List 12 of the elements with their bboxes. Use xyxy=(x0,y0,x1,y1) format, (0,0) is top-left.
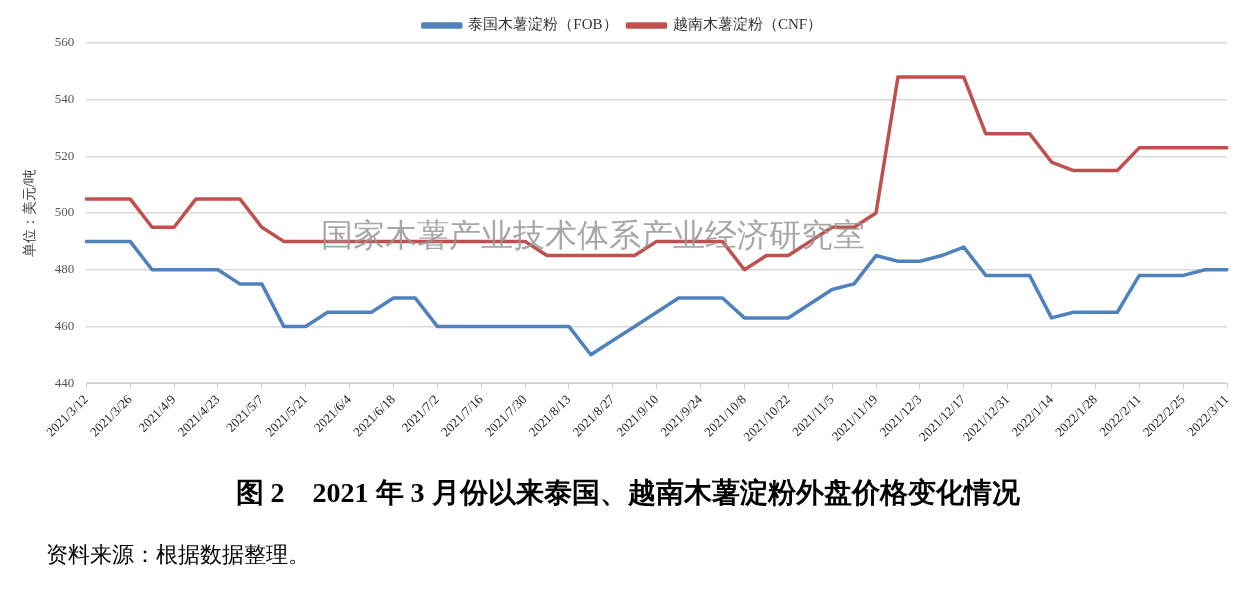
y-tick-label: 560 xyxy=(54,34,75,50)
legend-label: 泰国木薯淀粉（FOB） xyxy=(468,16,618,33)
y-tick-label: 500 xyxy=(54,204,75,220)
text: 资料来源：根据数据整理。 xyxy=(46,541,311,569)
legend-label: 越南木薯淀粉（CNF） xyxy=(673,16,823,33)
y-tick-label: 460 xyxy=(54,317,75,333)
y-tick-label: 440 xyxy=(54,374,75,390)
y-axis-title: 单位：美元/吨 xyxy=(22,169,38,257)
y-tick-label: 540 xyxy=(54,91,75,107)
y-tick-label: 480 xyxy=(54,261,75,277)
text: 图 2 2021 年 3 月份以来泰国、越南木薯淀粉外盘价格变化情况 xyxy=(234,476,1021,510)
y-tick-label: 520 xyxy=(54,147,75,163)
